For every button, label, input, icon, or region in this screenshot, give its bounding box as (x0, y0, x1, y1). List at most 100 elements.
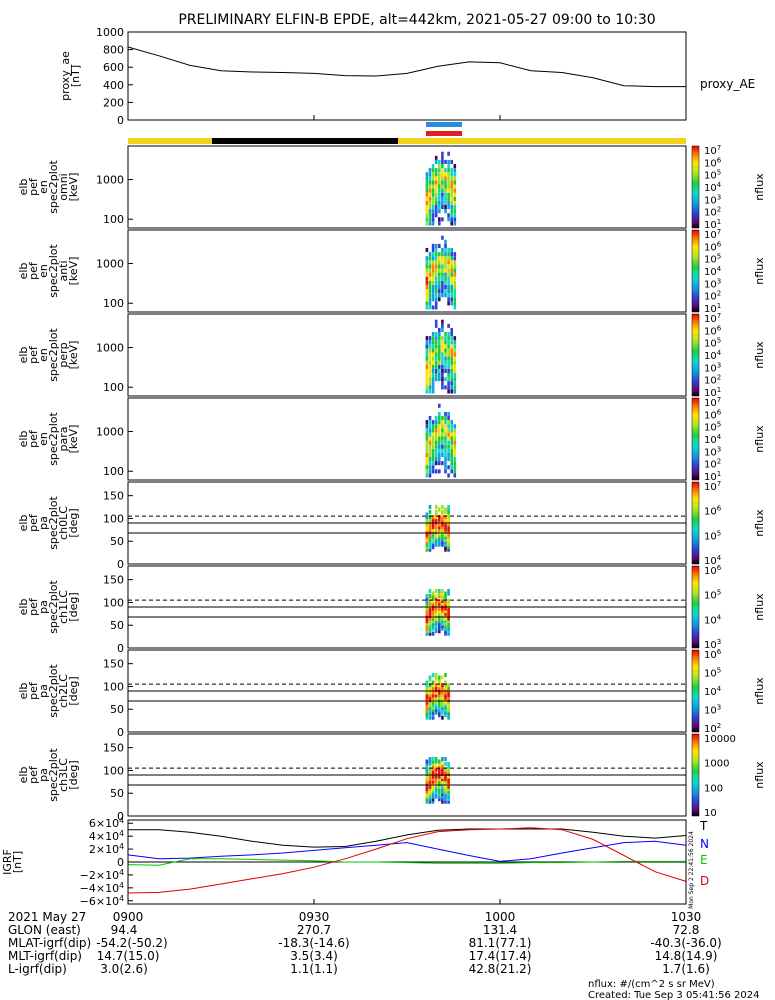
spectrogram-cell (431, 769, 435, 774)
spectrogram-cell (447, 276, 450, 281)
spectrogram-cell (428, 301, 432, 306)
spectrogram-cell (450, 217, 453, 222)
spectrogram-cell (425, 436, 429, 441)
spectrogram-cell (447, 340, 450, 345)
spectrogram-cell (444, 465, 447, 470)
spectrogram-cell (425, 452, 429, 457)
spectrogram-cell (434, 767, 438, 772)
y-tick-label: 1000 (96, 26, 124, 39)
spectrogram-cell (425, 522, 429, 527)
spectrogram-cell (447, 205, 450, 210)
spectrogram-cell (434, 348, 438, 353)
spectrogram-cell (438, 344, 441, 349)
panel-frame (127, 819, 687, 905)
spectrogram-cell (441, 705, 444, 710)
spectrogram-cell (441, 799, 444, 804)
spectrogram-cell (447, 777, 450, 782)
spectrogram-cell (434, 176, 438, 181)
spectrogram-cell (444, 673, 447, 678)
y-tick-label: 1000 (96, 174, 124, 187)
spectrogram-cell (431, 205, 435, 210)
spectrogram-cell (444, 293, 447, 298)
spectrogram-cell (434, 629, 438, 634)
spectrogram-cell (441, 685, 444, 690)
colorbar-label: nflux (753, 761, 766, 789)
spectrogram-cell (434, 344, 438, 349)
spectrogram-cell (447, 624, 450, 629)
spectrogram-cell (441, 260, 444, 265)
spectrogram-cell (438, 769, 441, 774)
spectrogram-cell (428, 787, 432, 792)
spectrogram-cell (425, 540, 429, 545)
spectrogram-cell (447, 264, 450, 269)
spectrogram-cell (441, 155, 444, 160)
spectrogram-cell (425, 599, 429, 604)
spectrogram-cell (431, 797, 435, 802)
time-tick-label: 0900 (113, 910, 144, 924)
spectrogram-cell (438, 792, 441, 797)
spectrogram-cell (431, 336, 435, 341)
mlat-value: -18.3(-14.6) (278, 936, 349, 950)
spectrogram-cell (434, 515, 438, 520)
spectrogram-cell (447, 774, 450, 779)
spectrogram-cell (434, 705, 438, 710)
spectrogram-cell (444, 545, 447, 550)
spectrogram-cell (434, 205, 438, 210)
spectrogram-cell (431, 594, 435, 599)
spectrogram-cell (438, 787, 441, 792)
spectrogram-cell (450, 184, 453, 189)
spectrogram-cell (438, 794, 441, 799)
colorbar-tick-label: 106 (704, 408, 722, 421)
spectrogram-cell (431, 604, 435, 609)
xaxis-row-label: GLON (east) (8, 923, 81, 937)
spectrogram-cell (425, 683, 429, 688)
spectrogram-cell (444, 606, 447, 611)
y-tick-label: 100 (103, 297, 124, 310)
spectrogram-cell (444, 596, 447, 601)
spectrogram-cell (447, 252, 450, 257)
spectrogram-cell (434, 769, 438, 774)
spectrogram-cell (453, 200, 457, 205)
spectrogram-cell (425, 473, 429, 478)
series-line-D (127, 827, 687, 894)
spectrogram-cell (425, 428, 429, 433)
spectrogram-cell (431, 789, 435, 794)
spectrogram-cell (425, 787, 429, 792)
spectrogram-cell (428, 217, 432, 222)
spectrogram-cell (441, 323, 444, 328)
spectrogram-cell (444, 364, 447, 369)
spectrogram-cell (434, 364, 438, 369)
spectrogram-cell (447, 176, 450, 181)
axis-label-line: ch0LC (57, 506, 70, 540)
spectrogram-cell (453, 448, 457, 453)
colorbar-tick-label: 10 (704, 808, 717, 819)
spectrogram-cell (438, 172, 441, 177)
spectrogram-cell (438, 797, 441, 802)
spectrogram-cell (434, 673, 438, 678)
spectrogram-cell (444, 520, 447, 525)
spectrogram-cell (428, 276, 432, 281)
spectrogram-cell (444, 782, 447, 787)
spectrogram-cell (425, 690, 429, 695)
spectrogram-cell (450, 196, 453, 201)
time-tick-label: 0930 (299, 910, 330, 924)
spectrogram-cell (434, 542, 438, 547)
spectrogram-cell (444, 188, 447, 193)
spectrogram-cell (438, 703, 441, 708)
spectrogram-cell (428, 678, 432, 683)
spectrogram-cell (438, 264, 441, 269)
spectrogram-cell (438, 693, 441, 698)
spectrogram-cell (428, 172, 432, 177)
spectrogram-cell (441, 764, 444, 769)
spectrogram-cell (438, 221, 441, 226)
spectrogram-cell (444, 344, 447, 349)
y-tick-label: 400 (103, 79, 124, 92)
spectrogram-cell (453, 213, 457, 218)
spectrogram-cell (444, 540, 447, 545)
spectrogram-cell (425, 213, 429, 218)
spectrogram-cell (447, 473, 450, 478)
spectrogram-cell (444, 352, 447, 357)
spectrogram-cell (438, 621, 441, 626)
